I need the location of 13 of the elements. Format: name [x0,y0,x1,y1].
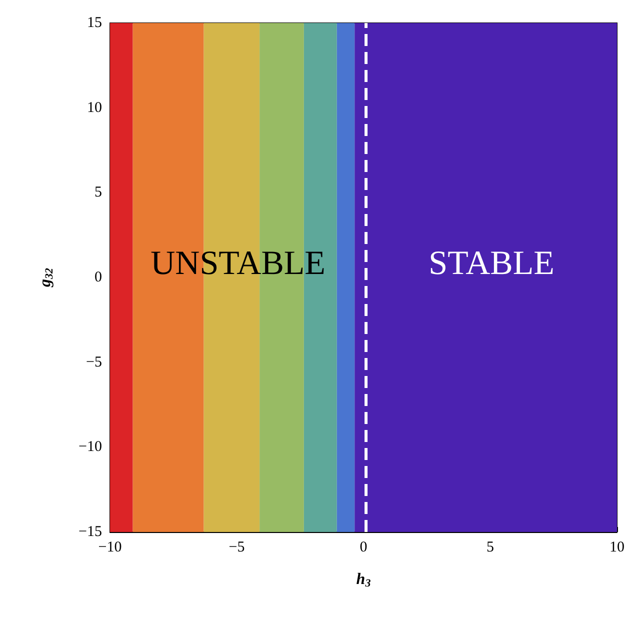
x-tick-label: 10 [610,540,624,556]
y-tick-label: −15 [78,524,102,540]
y-tick-label: −10 [78,439,102,456]
y-tick-label: 5 [94,184,102,201]
x-tick-label: 5 [486,540,494,556]
x-tick-label: −5 [228,540,245,556]
y-tick-label: 0 [94,270,102,286]
y-tick-label: −5 [86,354,102,370]
annotation: STABLE [428,245,554,282]
y-tick-label: 15 [87,15,102,31]
y-tick-label: 10 [87,100,102,116]
y-axis-title: g32 [37,268,56,288]
x-tick-label: 0 [360,540,368,556]
